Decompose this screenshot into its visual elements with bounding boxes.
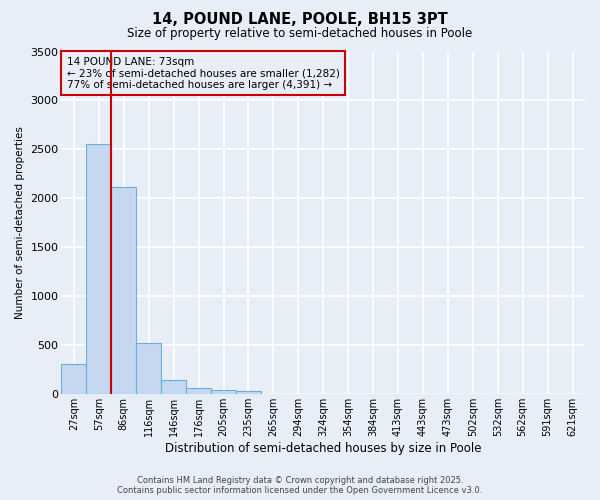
Bar (186, 388, 211, 394)
Bar (61, 364, 86, 394)
Text: Contains HM Land Registry data © Crown copyright and database right 2025.
Contai: Contains HM Land Registry data © Crown c… (118, 476, 482, 495)
Text: Size of property relative to semi-detached houses in Poole: Size of property relative to semi-detach… (127, 28, 473, 40)
Text: 14 POUND LANE: 73sqm
← 23% of semi-detached houses are smaller (1,282)
77% of se: 14 POUND LANE: 73sqm ← 23% of semi-detac… (67, 56, 340, 90)
Bar (211, 390, 236, 394)
Bar (236, 392, 261, 394)
Bar (112, 186, 136, 394)
X-axis label: Distribution of semi-detached houses by size in Poole: Distribution of semi-detached houses by … (165, 442, 481, 455)
Bar (161, 380, 186, 394)
Y-axis label: Number of semi-detached properties: Number of semi-detached properties (15, 126, 25, 320)
Bar (86, 144, 112, 394)
Text: 14, POUND LANE, POOLE, BH15 3PT: 14, POUND LANE, POOLE, BH15 3PT (152, 12, 448, 28)
Bar (136, 344, 161, 394)
